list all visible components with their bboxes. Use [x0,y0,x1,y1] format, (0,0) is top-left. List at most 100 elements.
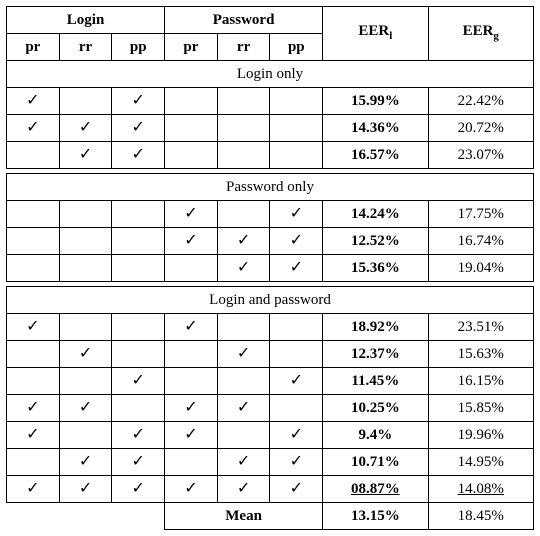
check-cell [270,341,323,368]
eer-g-cell: 14.08% [428,476,533,503]
check-cell [165,341,218,368]
check-cell: ✓ [59,449,112,476]
check-cell [59,228,112,255]
eer-l-cell: 18.92% [323,314,428,341]
check-cell: ✓ [7,395,60,422]
check-cell [112,341,165,368]
check-cell [217,201,270,228]
eer-l-cell: 10.25% [323,395,428,422]
header-password-pr: pr [165,34,218,61]
header-eer-g: EERg [428,7,533,61]
table-row: ✓✓16.57%23.07% [7,142,534,169]
check-cell [59,314,112,341]
table-row: ✓✓✓✓10.71%14.95% [7,449,534,476]
table-row: ✓✓15.36%19.04% [7,255,534,282]
eer-g-cell: 19.04% [428,255,533,282]
table-row: ✓✓✓12.52%16.74% [7,228,534,255]
table-row: ✓✓✓✓10.25%15.85% [7,395,534,422]
section-login-only: Login only [7,61,534,88]
results-table: Login Password EERl EERg pr rr pp pr rr … [6,6,534,530]
check-cell: ✓ [7,88,60,115]
check-cell [270,395,323,422]
header-login: Login [7,7,165,34]
check-cell [165,255,218,282]
header-password-rr: rr [217,34,270,61]
eer-l-cell: 12.37% [323,341,428,368]
check-cell: ✓ [270,368,323,395]
eer-g-cell: 15.85% [428,395,533,422]
eer-g-cell: 16.15% [428,368,533,395]
check-cell: ✓ [270,201,323,228]
check-cell [217,88,270,115]
check-cell: ✓ [59,115,112,142]
table-row: ✓✓✓✓9.4%19.96% [7,422,534,449]
check-cell: ✓ [112,449,165,476]
check-cell [270,88,323,115]
eer-g-cell: 15.63% [428,341,533,368]
check-cell [59,201,112,228]
check-cell [7,255,60,282]
section-login-and-password-label: Login and password [7,287,534,314]
mean-label: Mean [165,503,323,530]
eer-g-cell: 16.74% [428,228,533,255]
check-cell [59,422,112,449]
check-cell: ✓ [112,142,165,169]
table-row: ✓✓✓14.36%20.72% [7,115,534,142]
table-row: ✓✓15.99%22.42% [7,88,534,115]
eer-l-cell: 15.36% [323,255,428,282]
section-login-and-password: Login and password [7,287,534,314]
check-cell [217,368,270,395]
eer-g-cell: 17.75% [428,201,533,228]
check-cell [7,341,60,368]
check-cell: ✓ [165,201,218,228]
check-cell [217,314,270,341]
check-cell [270,115,323,142]
check-cell: ✓ [59,395,112,422]
check-cell: ✓ [270,476,323,503]
table-row: ✓✓12.37%15.63% [7,341,534,368]
mean-row: Mean 13.15% 18.45% [7,503,534,530]
header-row-1: Login Password EERl EERg [7,7,534,34]
check-cell: ✓ [165,314,218,341]
check-cell: ✓ [112,422,165,449]
eer-l-cell: 12.52% [323,228,428,255]
check-cell: ✓ [217,449,270,476]
eer-l-cell: 14.24% [323,201,428,228]
check-cell [59,88,112,115]
check-cell: ✓ [217,255,270,282]
check-cell: ✓ [112,115,165,142]
table-row: ✓✓11.45%16.15% [7,368,534,395]
eer-g-cell: 23.51% [428,314,533,341]
check-cell [59,255,112,282]
header-password: Password [165,7,323,34]
check-cell [7,368,60,395]
check-cell: ✓ [112,476,165,503]
check-cell: ✓ [270,228,323,255]
rows-password-only: ✓✓14.24%17.75%✓✓✓12.52%16.74%✓✓15.36%19.… [7,201,534,282]
check-cell [112,201,165,228]
eer-g-cell: 14.95% [428,449,533,476]
eer-l-cell: 14.36% [323,115,428,142]
check-cell [112,228,165,255]
section-password-only-label: Password only [7,174,534,201]
check-cell: ✓ [270,255,323,282]
check-cell: ✓ [270,422,323,449]
check-cell: ✓ [7,115,60,142]
check-cell [7,201,60,228]
eer-g-cell: 23.07% [428,142,533,169]
check-cell: ✓ [59,476,112,503]
check-cell [112,255,165,282]
header-login-pr: pr [7,34,60,61]
check-cell: ✓ [7,314,60,341]
mean-eer-l: 13.15% [323,503,428,530]
section-password-only: Password only [7,174,534,201]
check-cell [165,88,218,115]
check-cell [217,115,270,142]
eer-g-cell: 22.42% [428,88,533,115]
check-cell [112,314,165,341]
check-cell [217,422,270,449]
check-cell [7,142,60,169]
section-login-only-label: Login only [7,61,534,88]
rows-login-only: ✓✓15.99%22.42%✓✓✓14.36%20.72%✓✓16.57%23.… [7,88,534,169]
check-cell: ✓ [7,476,60,503]
